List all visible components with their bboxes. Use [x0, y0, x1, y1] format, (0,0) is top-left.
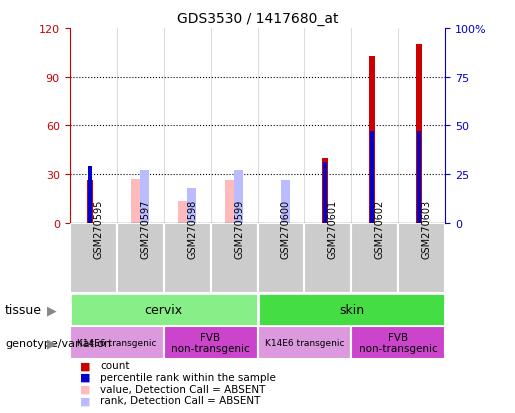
Bar	[178, 202, 191, 223]
Text: ■: ■	[80, 361, 90, 370]
Text: FVB
non-transgenic: FVB non-transgenic	[359, 332, 438, 354]
Bar	[234, 171, 243, 223]
Bar	[352, 326, 445, 359]
Bar	[164, 223, 211, 293]
Text: percentile rank within the sample: percentile rank within the sample	[100, 372, 277, 382]
Bar	[70, 29, 116, 223]
Text: GSM270595: GSM270595	[93, 199, 103, 258]
Text: skin: skin	[339, 303, 364, 316]
Bar	[258, 29, 304, 223]
Text: FVB
non-transgenic: FVB non-transgenic	[171, 332, 250, 354]
Bar	[417, 132, 421, 223]
Bar	[116, 29, 164, 223]
Bar	[70, 326, 164, 359]
Text: GSM270601: GSM270601	[328, 199, 338, 258]
Text: GSM270600: GSM270600	[281, 199, 291, 258]
Text: K14E6 transgenic: K14E6 transgenic	[77, 338, 156, 347]
Bar	[211, 29, 258, 223]
Bar	[352, 29, 399, 223]
Bar	[282, 180, 290, 223]
Text: GSM270598: GSM270598	[187, 199, 197, 258]
Bar	[304, 223, 352, 293]
Bar	[164, 326, 258, 359]
Text: genotype/variation: genotype/variation	[5, 338, 111, 348]
Text: ■: ■	[80, 395, 90, 405]
Text: GSM270603: GSM270603	[422, 199, 432, 258]
Bar	[187, 188, 196, 223]
Bar	[116, 223, 164, 293]
Bar	[258, 326, 351, 359]
Bar	[70, 293, 258, 326]
Text: GSM270599: GSM270599	[234, 199, 244, 258]
Bar	[70, 223, 116, 293]
Text: ■: ■	[80, 372, 90, 382]
Bar	[164, 29, 211, 223]
Bar	[399, 223, 445, 293]
Text: ▶: ▶	[47, 336, 57, 349]
Bar	[322, 158, 328, 223]
Bar	[304, 29, 352, 223]
Bar	[370, 132, 374, 223]
Bar	[131, 179, 144, 223]
Text: rank, Detection Call = ABSENT: rank, Detection Call = ABSENT	[100, 395, 261, 405]
Text: K14E6 transgenic: K14E6 transgenic	[265, 338, 344, 347]
Text: ▶: ▶	[47, 303, 57, 316]
Text: GSM270597: GSM270597	[140, 199, 150, 258]
Bar	[89, 167, 92, 223]
Bar	[352, 223, 399, 293]
Text: cervix: cervix	[144, 303, 183, 316]
Bar	[225, 181, 238, 223]
Text: GDS3530 / 1417680_at: GDS3530 / 1417680_at	[177, 12, 338, 26]
Text: tissue: tissue	[5, 303, 42, 316]
Bar	[416, 45, 422, 223]
Bar	[211, 223, 258, 293]
Text: value, Detection Call = ABSENT: value, Detection Call = ABSENT	[100, 384, 266, 394]
Bar	[141, 171, 149, 223]
Text: ■: ■	[80, 384, 90, 394]
Bar	[258, 223, 304, 293]
Bar	[323, 163, 327, 223]
Bar	[369, 57, 375, 223]
Text: count: count	[100, 361, 130, 370]
Bar	[258, 293, 445, 326]
Bar	[88, 181, 93, 223]
Text: GSM270602: GSM270602	[375, 199, 385, 258]
Bar	[399, 29, 445, 223]
